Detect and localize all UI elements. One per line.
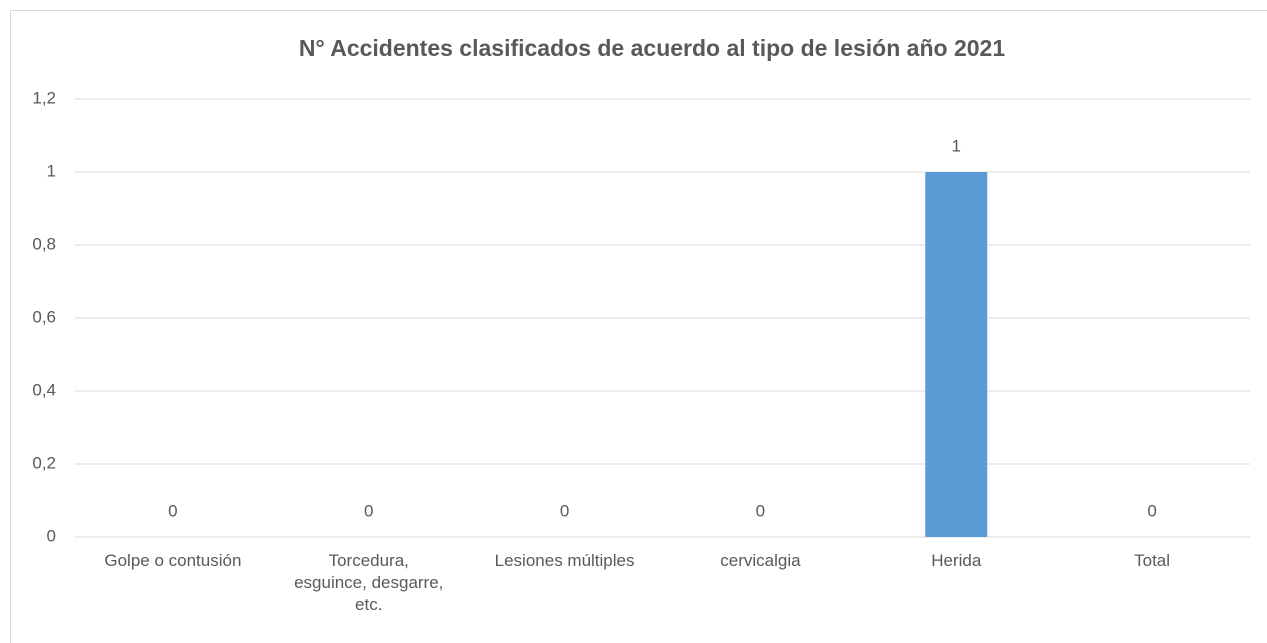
y-tick-label: 1,2 (32, 88, 56, 107)
y-tick-label: 0,6 (32, 307, 56, 326)
y-tick-label: 0 (47, 526, 56, 545)
x-tick-label-box: Herida (931, 551, 982, 570)
x-tick-label: Total (1134, 551, 1171, 570)
x-tick-label: cervicalgia (720, 551, 801, 570)
chart-title: N° Accidentes clasificados de acuerdo al… (299, 35, 1005, 61)
y-tick-label: 0,2 (32, 453, 56, 472)
x-tick-label: Lesiones múltiples (494, 551, 635, 570)
x-tick-label: Golpe o contusión (104, 551, 242, 570)
bar (925, 172, 988, 537)
y-tick-label: 0,4 (32, 380, 56, 399)
x-tick-label-box: Golpe o contusión (104, 551, 242, 570)
data-label: 0 (560, 501, 569, 520)
chart-border (10, 10, 1267, 643)
x-tick-label-box: Lesiones múltiples (494, 551, 635, 570)
y-tick-label: 1 (47, 161, 56, 180)
x-tick-label-box: Total (1134, 551, 1171, 570)
data-label: 0 (168, 501, 177, 520)
data-label: 0 (364, 501, 373, 520)
x-tick-label: Herida (931, 551, 982, 570)
x-tick-label: Torcedura, esguince, desgarre, etc. (294, 551, 444, 614)
x-tick-label-box: cervicalgia (720, 551, 801, 570)
data-label: 0 (756, 501, 765, 520)
x-tick-label-box: Torcedura, esguince, desgarre, etc. (294, 551, 444, 614)
data-label: 0 (1147, 501, 1156, 520)
y-tick-label: 0,8 (32, 234, 56, 253)
data-label: 1 (952, 136, 961, 155)
